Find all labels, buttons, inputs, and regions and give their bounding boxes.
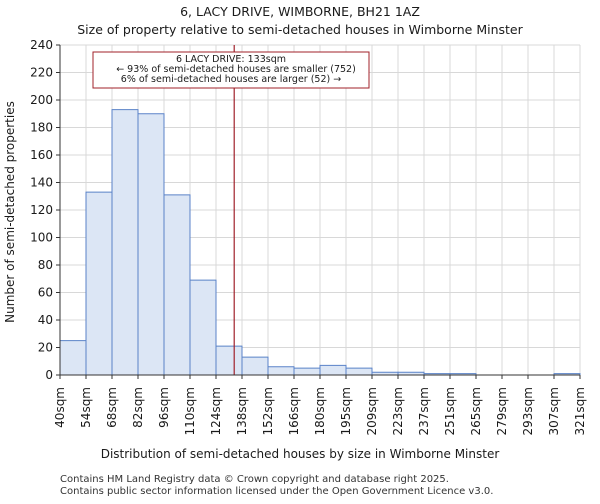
- x-axis-label: Distribution of semi-detached houses by …: [101, 447, 500, 461]
- bar-195sqm: [345, 367, 373, 376]
- y-tick-label-80: 80: [38, 258, 53, 272]
- bar-180sqm: [319, 364, 347, 376]
- y-tick-label-0: 0: [45, 368, 53, 382]
- x-tick-label-237sqm: 237sqm: [417, 387, 431, 435]
- x-tick-label-138sqm: 138sqm: [235, 387, 249, 435]
- x-tick-label-279sqm: 279sqm: [495, 387, 509, 435]
- bar-124sqm: [215, 345, 243, 376]
- x-tick-label-293sqm: 293sqm: [521, 387, 535, 435]
- x-tick-label-82sqm: 82sqm: [131, 387, 145, 428]
- chart-title: 6, LACY DRIVE, WIMBORNE, BH21 1AZ: [180, 4, 420, 19]
- x-tick-label-166sqm: 166sqm: [287, 387, 301, 435]
- annotation-line-2: ← 93% of semi-detached houses are smalle…: [116, 64, 356, 75]
- x-tick-label-110sqm: 110sqm: [183, 387, 197, 435]
- y-tick-labels: 0 20 40 60 80 100 120 140 160 180 200 220 240: [30, 38, 60, 382]
- x-tick-labels: 40sqm 54sqm 68sqm 82sqm 96sqm 110sqm 124sqm 138…: [53, 375, 587, 435]
- bar-68sqm: [111, 109, 139, 376]
- x-tick-label-124sqm: 124sqm: [209, 387, 223, 435]
- bar-138sqm: [241, 356, 269, 376]
- bar-96sqm: [163, 194, 191, 376]
- bar-166sqm: [293, 367, 321, 376]
- y-tick-label-220: 220: [30, 66, 53, 80]
- footer-line-1: Contains HM Land Registry data © Crown c…: [60, 474, 449, 485]
- y-tick-label-40: 40: [38, 313, 53, 327]
- y-tick-label-60: 60: [38, 286, 53, 300]
- annotation-box: 6 LACY DRIVE: 133sqm ← 93% of semi-detac…: [92, 51, 370, 89]
- y-tick-label-160: 160: [30, 148, 53, 162]
- footer-line-2: Contains public sector information licen…: [60, 486, 493, 497]
- x-tick-label-321sqm: 321sqm: [573, 387, 587, 435]
- annotation-line-3: 6% of semi-detached houses are larger (5…: [121, 74, 341, 85]
- x-tick-label-96sqm: 96sqm: [157, 387, 171, 428]
- y-tick-label-120: 120: [30, 203, 53, 217]
- bar-152sqm: [267, 366, 295, 376]
- x-tick-label-265sqm: 265sqm: [469, 387, 483, 435]
- bar-54sqm: [85, 191, 113, 376]
- annotation-frame: [92, 51, 370, 89]
- bar-110sqm: [189, 279, 217, 376]
- y-axis-label: Number of semi-detached properties: [3, 101, 17, 323]
- bar-82sqm: [137, 113, 165, 376]
- y-tick-label-100: 100: [30, 231, 53, 245]
- chart-subtitle: Size of property relative to semi-detach…: [77, 22, 523, 37]
- x-tick-label-307sqm: 307sqm: [547, 387, 561, 435]
- y-tick-label-240: 240: [30, 38, 53, 52]
- x-tick-label-209sqm: 209sqm: [365, 387, 379, 435]
- x-tick-label-40sqm: 40sqm: [53, 387, 67, 428]
- annotation-line-1: 6 LACY DRIVE: 133sqm: [176, 54, 286, 65]
- y-tick-label-180: 180: [30, 121, 53, 135]
- x-tick-label-223sqm: 223sqm: [391, 387, 405, 435]
- x-tick-label-195sqm: 195sqm: [339, 387, 353, 435]
- x-tick-label-68sqm: 68sqm: [105, 387, 119, 428]
- x-tick-label-152sqm: 152sqm: [261, 387, 275, 435]
- x-tick-label-251sqm: 251sqm: [443, 387, 457, 435]
- y-tick-label-200: 200: [30, 93, 53, 107]
- x-tick-label-180sqm: 180sqm: [313, 387, 327, 435]
- bar-40sqm: [59, 340, 87, 376]
- x-tick-label-54sqm: 54sqm: [79, 387, 93, 428]
- y-tick-label-140: 140: [30, 176, 53, 190]
- y-tick-label-20: 20: [38, 341, 53, 355]
